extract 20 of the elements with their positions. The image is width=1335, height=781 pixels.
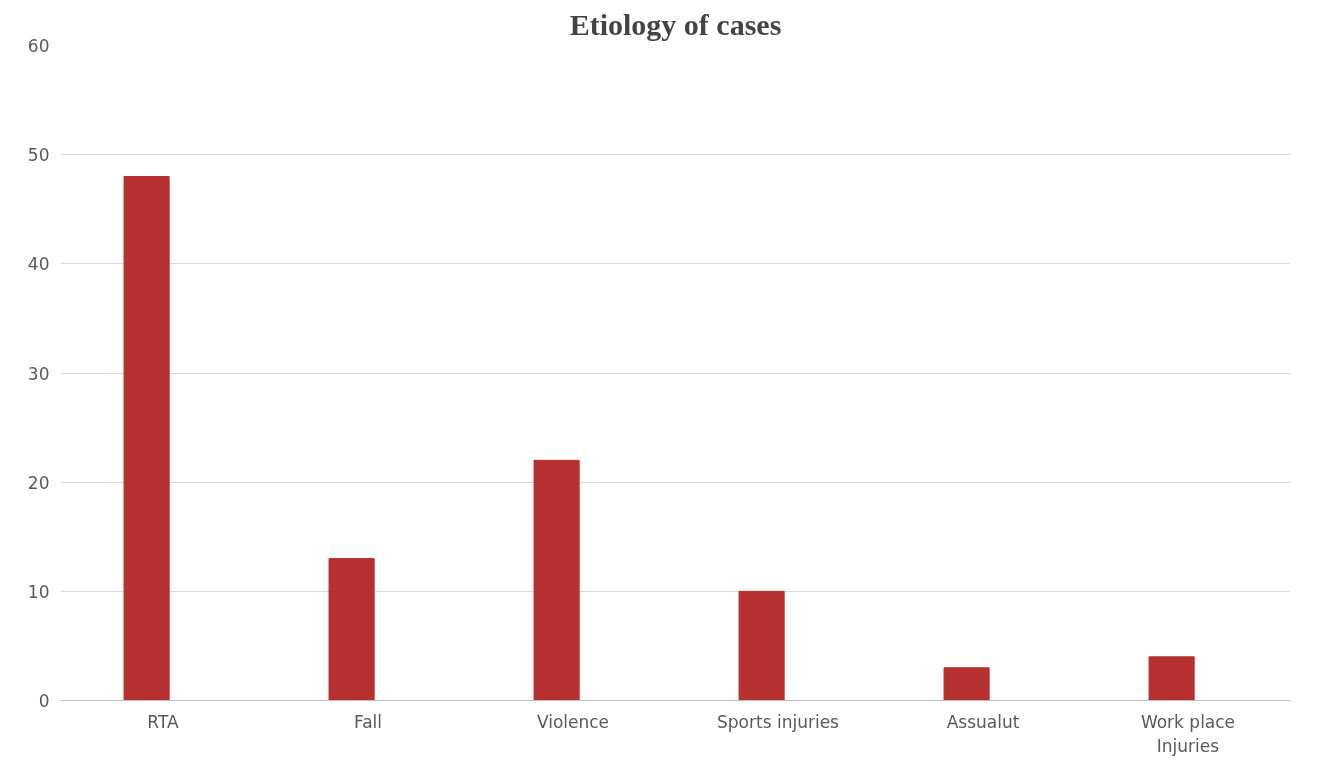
- y-tick-label: 20: [27, 472, 50, 493]
- x-tick-label: RTA: [147, 711, 180, 732]
- bar: [1148, 656, 1195, 701]
- y-tick-label: 30: [27, 363, 50, 384]
- x-tick-label: Fall: [353, 711, 383, 732]
- x-tick-label: Work place Injuries: [1140, 711, 1236, 756]
- chart-title: Etiology of cases: [569, 7, 782, 41]
- y-tick-label: 10: [27, 581, 50, 602]
- bar: [533, 459, 580, 701]
- y-tick-label: 60: [27, 36, 50, 56]
- bar: [738, 590, 785, 701]
- bar: [943, 667, 990, 701]
- x-tick-label: Sports injuries: [717, 711, 840, 732]
- x-tick-label: Assualut: [946, 711, 1020, 732]
- bar: [123, 176, 170, 701]
- y-tick-label: 40: [27, 254, 50, 275]
- y-tick-label: 50: [27, 145, 50, 166]
- x-tick-label: Violence: [536, 711, 610, 732]
- y-tick-label: 0: [38, 691, 50, 711]
- bar: [328, 558, 375, 701]
